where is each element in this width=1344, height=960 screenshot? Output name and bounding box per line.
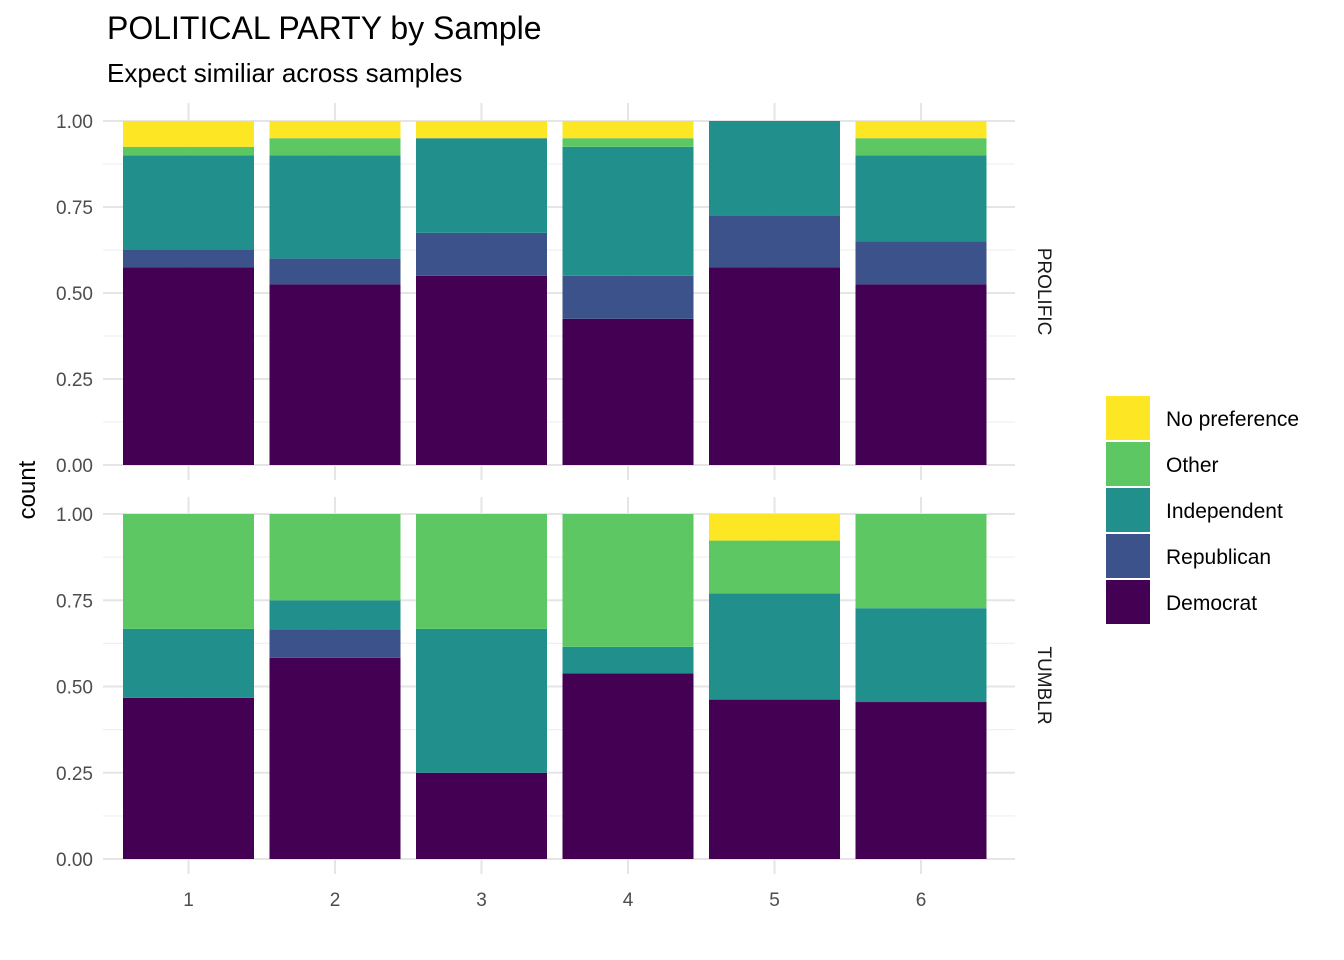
legend-label: Democrat (1166, 592, 1257, 615)
chart-title: POLITICAL PARTY by Sample (107, 10, 542, 46)
bar-segment-other (269, 138, 401, 156)
bar-segment-other (562, 514, 694, 647)
x-tick-label: 2 (330, 890, 341, 911)
bar-segment-independent (709, 593, 840, 700)
bar-segment-other (855, 138, 987, 156)
bar-segment-independent (855, 608, 987, 703)
bar-segment-other (269, 514, 401, 601)
y-tick-label: 1.00 (56, 112, 93, 133)
bar-segment-democrat (855, 702, 987, 859)
y-tick-label: 0.00 (56, 850, 93, 871)
facet-strip-label: TUMBLR (1033, 646, 1054, 724)
chart-subtitle: Expect similiar across samples (107, 58, 463, 88)
x-tick-label: 6 (916, 890, 927, 911)
bar-segment-no-preference (709, 514, 840, 541)
x-tick-label: 4 (623, 890, 634, 911)
y-tick-label: 1.00 (56, 505, 93, 526)
y-tick-label: 0.25 (56, 370, 93, 391)
bar-segment-independent (855, 155, 987, 242)
legend-key (1106, 442, 1150, 486)
bar-segment-independent (562, 146, 694, 276)
y-tick-label: 0.00 (56, 456, 93, 477)
legend-key (1106, 396, 1150, 440)
legend-key (1106, 488, 1150, 532)
bar-segment-democrat (123, 267, 254, 465)
bar-segment-republican (855, 241, 987, 285)
panels-layer: 0.00 0.25 0.50 0.75 1.00 PROLIFIC 0.00 0.25 0.50… (56, 103, 1054, 911)
bar-segment-other (709, 540, 840, 594)
y-tick-label: 0.75 (56, 591, 93, 612)
bar-segment-republican (709, 215, 840, 268)
bar-segment-republican (123, 250, 254, 268)
bar-segment-no-preference (562, 121, 694, 139)
bar-segment-democrat (709, 699, 840, 859)
bar-segment-no-preference (269, 121, 401, 139)
x-tick-label: 1 (183, 890, 194, 911)
legend-label: Other (1166, 454, 1219, 477)
bar-segment-democrat (123, 697, 254, 859)
legend-label: Independent (1166, 500, 1283, 523)
bar-segment-republican (416, 232, 547, 276)
bar-segment-republican (269, 629, 401, 658)
bar-segment-democrat (416, 275, 547, 465)
y-tick-label: 0.25 (56, 764, 93, 785)
bar-segment-democrat (562, 318, 694, 465)
x-tick-label: 5 (769, 890, 780, 911)
bar-segment-no-preference (123, 121, 254, 147)
bar-segment-other (855, 514, 987, 609)
bar-segment-democrat (416, 772, 547, 859)
facet-strip-label: PROLIFIC (1033, 248, 1054, 336)
bar-segment-democrat (562, 673, 694, 859)
y-tick-label: 0.75 (56, 198, 93, 219)
bar-segment-democrat (269, 284, 401, 465)
bar-segment-democrat (269, 657, 401, 859)
y-tick-label: 0.50 (56, 284, 93, 305)
bar-segment-independent (269, 600, 401, 630)
bar-segment-other (123, 514, 254, 629)
panel-tumblr: 0.00 0.25 0.50 0.75 1.00 TUMBLR (56, 497, 1054, 874)
bar-segment-independent (269, 155, 401, 259)
y-tick-label: 0.50 (56, 678, 93, 699)
panel-prolific: 0.00 0.25 0.50 0.75 1.00 PROLIFIC (56, 103, 1054, 480)
bar-segment-other (416, 514, 547, 629)
legend: No preference Other Independent Republican D… (1106, 396, 1299, 624)
bar-segment-independent (123, 155, 254, 250)
legend-label: No preference (1166, 408, 1299, 431)
bar-segment-independent (123, 628, 254, 698)
bar-segment-independent (562, 646, 694, 674)
bar-segment-republican (269, 258, 401, 285)
bar-segment-democrat (709, 267, 840, 465)
bar-segment-no-preference (416, 121, 547, 139)
legend-label: Republican (1166, 546, 1271, 569)
legend-key (1106, 580, 1150, 624)
bar-segment-other (562, 138, 694, 147)
bar-segment-republican (562, 275, 694, 319)
bar-segment-independent (416, 138, 547, 233)
bar-segment-independent (709, 121, 840, 216)
bar-segment-independent (416, 628, 547, 773)
bar-segment-democrat (855, 284, 987, 465)
bar-segment-other (123, 146, 254, 156)
x-tick-label: 3 (476, 890, 487, 911)
bar-segment-no-preference (855, 121, 987, 139)
legend-key (1106, 534, 1150, 578)
y-axis-title: count (14, 460, 41, 519)
